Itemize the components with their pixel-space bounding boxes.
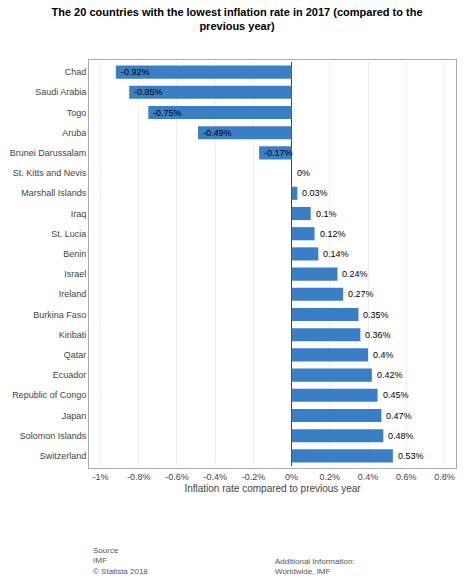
svg-text:-0.75%: -0.75% xyxy=(153,108,182,118)
svg-text:Benin: Benin xyxy=(63,249,86,259)
svg-text:0.03%: 0.03% xyxy=(302,188,328,198)
svg-text:Brunei Darussalam: Brunei Darussalam xyxy=(10,148,87,158)
svg-text:Saudi Arabia: Saudi Arabia xyxy=(35,87,86,97)
svg-text:Solomon Islands: Solomon Islands xyxy=(20,431,87,441)
svg-text:Kiribati: Kiribati xyxy=(59,330,87,340)
svg-text:0.8%: 0.8% xyxy=(434,472,455,482)
svg-text:0.1%: 0.1% xyxy=(316,209,337,219)
svg-text:Qatar: Qatar xyxy=(64,350,87,360)
svg-text:0.24%: 0.24% xyxy=(342,269,368,279)
svg-text:0%: 0% xyxy=(297,168,310,178)
svg-text:Japan: Japan xyxy=(62,411,87,421)
svg-text:SourceIMF© Statista 2018: SourceIMF© Statista 2018 xyxy=(93,546,148,576)
svg-text:Ecuador: Ecuador xyxy=(53,370,87,380)
svg-text:-0.8%: -0.8% xyxy=(127,472,151,482)
svg-text:St. Kitts and Nevis: St. Kitts and Nevis xyxy=(13,168,87,178)
svg-text:0.35%: 0.35% xyxy=(363,310,389,320)
svg-text:Aruba: Aruba xyxy=(62,128,86,138)
svg-text:Inflation rate compared to pre: Inflation rate compared to previous year xyxy=(184,483,361,494)
svg-text:0.6%: 0.6% xyxy=(396,472,417,482)
svg-text:-0.4%: -0.4% xyxy=(203,472,227,482)
svg-text:0.4%: 0.4% xyxy=(358,472,379,482)
svg-text:-0.49%: -0.49% xyxy=(203,128,232,138)
svg-text:0.45%: 0.45% xyxy=(383,390,409,400)
svg-text:0.4%: 0.4% xyxy=(373,350,394,360)
svg-text:0.53%: 0.53% xyxy=(398,451,424,461)
svg-text:Ireland: Ireland xyxy=(59,289,87,299)
svg-text:0.47%: 0.47% xyxy=(386,411,412,421)
svg-text:0.2%: 0.2% xyxy=(320,472,341,482)
svg-text:-0.85%: -0.85% xyxy=(134,87,163,97)
svg-text:-0.2%: -0.2% xyxy=(242,472,266,482)
svg-text:0.42%: 0.42% xyxy=(377,370,403,380)
svg-text:0.48%: 0.48% xyxy=(388,431,414,441)
svg-text:Togo: Togo xyxy=(67,108,87,118)
svg-text:-0.92%: -0.92% xyxy=(121,67,150,77)
svg-text:Republic of Congo: Republic of Congo xyxy=(12,390,86,400)
svg-text:0.14%: 0.14% xyxy=(323,249,349,259)
svg-text:Marshall Islands: Marshall Islands xyxy=(21,188,87,198)
svg-text:The 20 countries with the lowe: The 20 countries with the lowest inflati… xyxy=(51,6,422,32)
svg-text:St. Lucia: St. Lucia xyxy=(51,229,86,239)
svg-text:0%: 0% xyxy=(285,472,298,482)
svg-text:0.12%: 0.12% xyxy=(320,229,346,239)
svg-text:Iraq: Iraq xyxy=(71,209,87,219)
svg-text:-1%: -1% xyxy=(93,472,109,482)
svg-text:Switzerland: Switzerland xyxy=(40,451,87,461)
svg-text:0.27%: 0.27% xyxy=(348,289,374,299)
svg-text:Additional Information:Worldwi: Additional Information:Worldwide, IMF xyxy=(275,557,355,576)
svg-text:-0.6%: -0.6% xyxy=(165,472,189,482)
svg-text:Israel: Israel xyxy=(64,269,86,279)
svg-text:Chad: Chad xyxy=(65,67,87,77)
svg-text:-0.17%: -0.17% xyxy=(264,148,293,158)
svg-text:0.36%: 0.36% xyxy=(365,330,391,340)
svg-text:Burkina Faso: Burkina Faso xyxy=(33,310,86,320)
